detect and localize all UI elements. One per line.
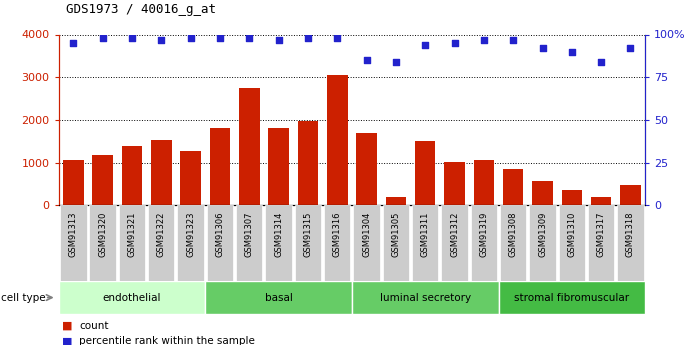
Bar bbox=[148, 205, 175, 281]
Bar bbox=[268, 128, 289, 205]
Point bbox=[215, 35, 226, 41]
Point bbox=[625, 46, 636, 51]
Bar bbox=[59, 281, 206, 314]
Text: GSM91323: GSM91323 bbox=[186, 211, 195, 257]
Text: GSM91309: GSM91309 bbox=[538, 211, 547, 257]
Text: GSM91310: GSM91310 bbox=[567, 211, 576, 257]
Point bbox=[68, 40, 79, 46]
Text: GSM91306: GSM91306 bbox=[215, 211, 224, 257]
Bar bbox=[471, 205, 497, 281]
Bar bbox=[386, 197, 406, 205]
Text: GSM91305: GSM91305 bbox=[391, 211, 400, 257]
Bar bbox=[177, 205, 204, 281]
Point bbox=[156, 37, 167, 42]
Text: GSM91320: GSM91320 bbox=[98, 211, 107, 257]
Bar bbox=[620, 185, 641, 205]
Text: GSM91311: GSM91311 bbox=[421, 211, 430, 257]
Bar bbox=[210, 128, 230, 205]
Point bbox=[478, 37, 489, 42]
Point bbox=[332, 35, 343, 41]
Point bbox=[126, 35, 137, 41]
Bar bbox=[473, 160, 494, 205]
Bar bbox=[151, 140, 172, 205]
Point bbox=[566, 49, 578, 54]
Text: cell type: cell type bbox=[1, 293, 46, 303]
Text: GSM91318: GSM91318 bbox=[626, 211, 635, 257]
Text: endothelial: endothelial bbox=[103, 293, 161, 303]
Bar bbox=[207, 205, 233, 281]
Text: count: count bbox=[79, 321, 109, 331]
Text: GSM91307: GSM91307 bbox=[245, 211, 254, 257]
Bar bbox=[60, 205, 86, 281]
Point bbox=[595, 59, 607, 65]
Bar bbox=[383, 205, 409, 281]
Text: stromal fibromuscular: stromal fibromuscular bbox=[514, 293, 629, 303]
Bar bbox=[442, 205, 468, 281]
Text: GSM91317: GSM91317 bbox=[597, 211, 606, 257]
Bar bbox=[297, 121, 318, 205]
Text: basal: basal bbox=[265, 293, 293, 303]
Point bbox=[508, 37, 519, 42]
Point bbox=[391, 59, 402, 65]
Bar bbox=[324, 205, 351, 281]
Bar bbox=[591, 197, 611, 205]
Bar bbox=[444, 162, 465, 205]
Text: percentile rank within the sample: percentile rank within the sample bbox=[79, 336, 255, 345]
Bar bbox=[90, 205, 116, 281]
Bar bbox=[559, 205, 585, 281]
Point bbox=[302, 35, 313, 41]
Bar bbox=[92, 155, 113, 205]
Point bbox=[449, 40, 460, 46]
Text: GSM91322: GSM91322 bbox=[157, 211, 166, 257]
Bar bbox=[415, 141, 435, 205]
Bar bbox=[618, 205, 644, 281]
Point bbox=[361, 57, 372, 63]
Point bbox=[537, 46, 548, 51]
Bar bbox=[503, 169, 524, 205]
Text: GSM91308: GSM91308 bbox=[509, 211, 518, 257]
Point bbox=[420, 42, 431, 48]
Bar bbox=[119, 205, 145, 281]
Bar bbox=[529, 205, 555, 281]
Text: GSM91313: GSM91313 bbox=[69, 211, 78, 257]
Point bbox=[244, 35, 255, 41]
Bar bbox=[500, 205, 526, 281]
Text: GSM91312: GSM91312 bbox=[450, 211, 459, 257]
Bar bbox=[588, 205, 614, 281]
Bar bbox=[206, 281, 352, 314]
Bar bbox=[266, 205, 292, 281]
Point bbox=[97, 35, 108, 41]
Text: luminal secretory: luminal secretory bbox=[380, 293, 471, 303]
Bar bbox=[353, 205, 380, 281]
Bar bbox=[356, 133, 377, 205]
Text: GSM91319: GSM91319 bbox=[480, 211, 489, 257]
Bar bbox=[63, 160, 83, 205]
Bar bbox=[352, 281, 499, 314]
Text: ■: ■ bbox=[62, 321, 72, 331]
Text: GSM91321: GSM91321 bbox=[128, 211, 137, 257]
Bar bbox=[295, 205, 321, 281]
Text: ■: ■ bbox=[62, 336, 72, 345]
Bar bbox=[121, 146, 142, 205]
Bar bbox=[236, 205, 262, 281]
Bar bbox=[532, 181, 553, 205]
Bar bbox=[412, 205, 438, 281]
Bar bbox=[499, 281, 645, 314]
Text: GDS1973 / 40016_g_at: GDS1973 / 40016_g_at bbox=[66, 3, 215, 17]
Text: GSM91314: GSM91314 bbox=[274, 211, 283, 257]
Bar bbox=[562, 190, 582, 205]
Point bbox=[185, 35, 196, 41]
Text: GSM91304: GSM91304 bbox=[362, 211, 371, 257]
Bar bbox=[239, 88, 259, 205]
Bar bbox=[180, 151, 201, 205]
Text: GSM91316: GSM91316 bbox=[333, 211, 342, 257]
Bar bbox=[327, 76, 348, 205]
Text: GSM91315: GSM91315 bbox=[304, 211, 313, 257]
Point bbox=[273, 37, 284, 42]
